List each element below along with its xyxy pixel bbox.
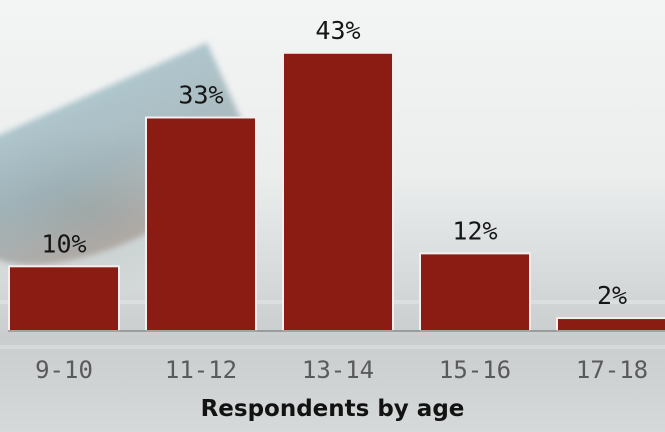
bar-chart: 10% 33% 43% 12% 2% 9-10 11-12 13-14 15-16 17-18 [8,16,665,384]
bars-group [8,51,665,332]
x-tick-label-13-14: 13-14 [302,356,374,384]
bar-15-16 [419,252,531,332]
x-tick-label-17-18: 17-18 [576,356,648,384]
bar-9-10 [8,265,120,332]
chart-title: Respondents by age [200,396,465,422]
data-label-15-16: 12% [452,216,497,245]
x-tick-label-9-10: 9-10 [35,356,93,384]
data-label-11-12: 33% [178,80,223,109]
water-ripple [0,345,665,349]
x-tick-label-11-12: 11-12 [165,356,237,384]
data-label-17-18: 2% [597,281,627,310]
data-label-13-14: 43% [315,16,360,45]
value-labels-group: 10% 33% 43% 12% 2% [41,16,627,310]
bar-17-18 [556,317,665,332]
x-tick-label-15-16: 15-16 [439,356,511,384]
x-tick-labels: 9-10 11-12 13-14 15-16 17-18 [35,356,648,384]
data-label-9-10: 10% [41,229,86,258]
bar-13-14 [282,51,394,332]
bar-11-12 [145,116,257,332]
